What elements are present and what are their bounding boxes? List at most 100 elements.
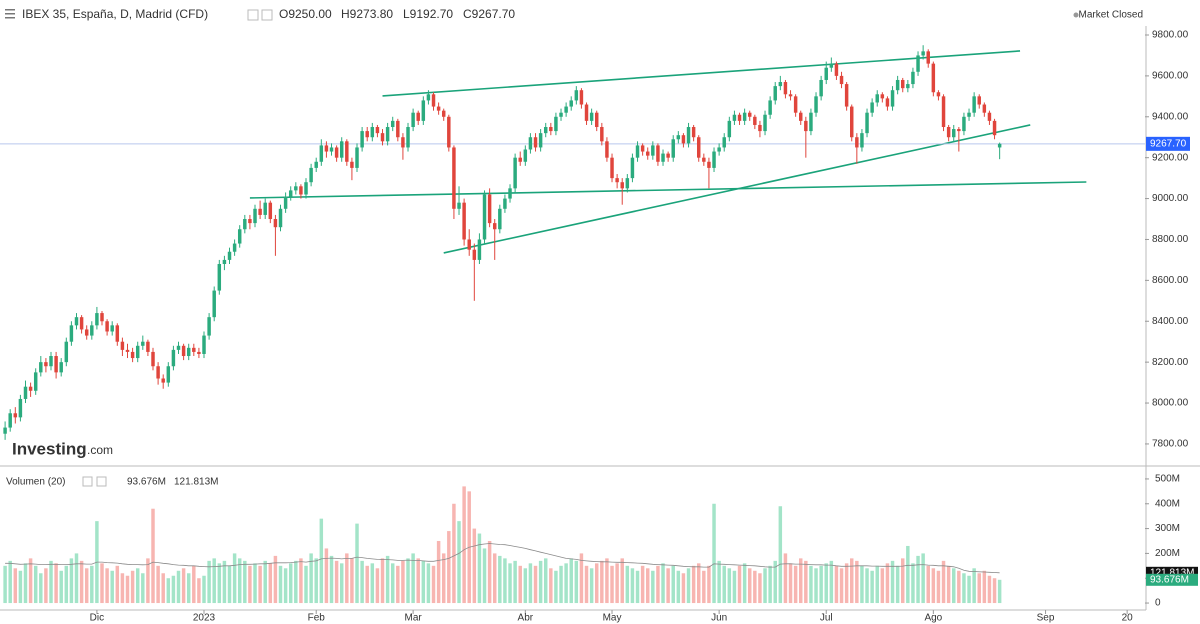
candle-body bbox=[273, 219, 278, 228]
candle-body bbox=[401, 137, 405, 148]
candle-body bbox=[436, 106, 441, 111]
menu-bar bbox=[5, 17, 15, 19]
candle-body bbox=[773, 86, 777, 101]
volume-bar bbox=[181, 568, 186, 604]
candle-body bbox=[814, 96, 818, 113]
volume-bar bbox=[3, 565, 7, 604]
x-tick-label: May bbox=[603, 613, 622, 624]
candle-body bbox=[197, 351, 201, 354]
volume-bar bbox=[890, 560, 895, 604]
volume-icon[interactable] bbox=[82, 476, 93, 487]
candle-body bbox=[982, 104, 987, 113]
header-icon[interactable] bbox=[261, 9, 273, 21]
volume-bar bbox=[324, 548, 329, 604]
y-tick-label: 8800.00 bbox=[1152, 234, 1189, 245]
chart-title: IBEX 35, España, D, Madrid (CFD) bbox=[22, 7, 208, 21]
candle-body bbox=[533, 137, 538, 148]
volume-bar bbox=[253, 563, 257, 604]
volume-bar bbox=[8, 560, 12, 604]
volume-bar bbox=[681, 573, 686, 604]
header-icon[interactable] bbox=[247, 9, 259, 21]
candle-body bbox=[227, 251, 232, 260]
candle-body bbox=[661, 153, 665, 162]
candle-body bbox=[115, 325, 120, 342]
candle-body bbox=[3, 427, 7, 434]
x-tick-label: Mar bbox=[405, 613, 423, 624]
volume-bar bbox=[645, 568, 650, 604]
candle-body bbox=[620, 182, 624, 189]
volume-icon[interactable] bbox=[96, 476, 107, 487]
x-tick-label: Ago bbox=[924, 613, 942, 624]
candle-body bbox=[783, 82, 788, 95]
volume-bar bbox=[661, 563, 665, 604]
volume-bar bbox=[788, 563, 793, 604]
candle-body bbox=[370, 127, 375, 138]
volume-bar bbox=[656, 565, 660, 604]
candle-body bbox=[482, 194, 487, 240]
volume-bar bbox=[396, 565, 400, 604]
candle-body bbox=[447, 116, 451, 148]
volume-bar bbox=[651, 570, 655, 604]
volume-bar bbox=[441, 553, 446, 604]
volume-bar bbox=[227, 565, 232, 604]
candle-body bbox=[528, 137, 533, 150]
candle-body bbox=[44, 362, 48, 367]
candle-body bbox=[390, 120, 395, 128]
candle-body bbox=[263, 202, 267, 215]
volume-bar bbox=[666, 568, 670, 604]
candle-body bbox=[457, 202, 461, 209]
volume-bar bbox=[696, 563, 701, 604]
volume-bar bbox=[839, 568, 844, 604]
volume-bar bbox=[74, 553, 79, 604]
y-tick-label: 8200.00 bbox=[1152, 357, 1189, 368]
volume-bar bbox=[105, 568, 109, 604]
volume-bar bbox=[365, 565, 369, 604]
volume-bar bbox=[804, 560, 808, 604]
candle-body bbox=[855, 137, 859, 148]
candle-body bbox=[181, 345, 186, 357]
volume-bar bbox=[543, 558, 548, 604]
candle-body bbox=[110, 325, 114, 332]
volume-bar bbox=[436, 540, 441, 604]
volume-bar bbox=[202, 575, 206, 604]
candle-body bbox=[462, 202, 466, 240]
candle-body bbox=[538, 133, 543, 148]
volume-bar bbox=[406, 558, 410, 604]
menu-icon[interactable] bbox=[5, 9, 15, 19]
candle-body bbox=[59, 362, 63, 373]
volume-bar bbox=[334, 560, 339, 604]
candle-body bbox=[171, 349, 176, 367]
candle-body bbox=[324, 145, 329, 152]
candle-body bbox=[768, 100, 772, 115]
candle-body bbox=[860, 133, 864, 148]
candle-body bbox=[176, 345, 181, 350]
candle-body bbox=[875, 94, 879, 103]
volume-bar bbox=[773, 560, 777, 604]
candle-body bbox=[936, 92, 941, 97]
volume-bar bbox=[946, 565, 951, 604]
volume-bar bbox=[355, 523, 359, 604]
candle-body bbox=[156, 366, 160, 379]
candle-body bbox=[804, 120, 808, 132]
candle-body bbox=[299, 186, 303, 195]
volume-bar bbox=[84, 568, 89, 604]
header-open: O9250.00 bbox=[279, 7, 332, 21]
volume-bar bbox=[559, 565, 563, 604]
candle-body bbox=[411, 112, 415, 128]
logo: Investing bbox=[12, 439, 87, 458]
candle-body bbox=[161, 378, 165, 383]
candle-body bbox=[79, 317, 84, 330]
volume-bar bbox=[375, 568, 380, 604]
candle-body bbox=[645, 151, 650, 156]
volume-bar bbox=[921, 553, 925, 604]
volume-legend-value: 93.676M bbox=[127, 477, 166, 488]
candle-body bbox=[232, 243, 237, 252]
volume-bar bbox=[125, 575, 130, 604]
candle-body bbox=[243, 219, 247, 230]
volume-bar bbox=[416, 558, 420, 604]
candle-body bbox=[747, 112, 752, 117]
candle-body bbox=[421, 100, 426, 121]
volume-bar bbox=[528, 563, 533, 604]
volume-bar bbox=[69, 558, 74, 604]
